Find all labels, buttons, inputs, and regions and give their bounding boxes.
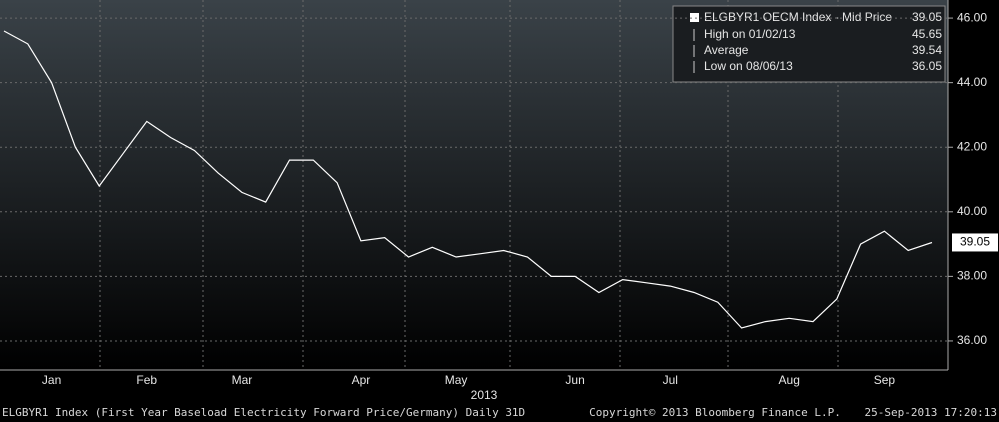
x-tick-label: Apr: [352, 373, 371, 387]
x-tick-label: May: [445, 373, 468, 387]
legend-stat-label: High on 01/02/13: [704, 27, 796, 41]
footer-left: ELGBYR1 Index (First Year Baseload Elect…: [2, 406, 525, 419]
y-tick-label: 44.00: [957, 75, 987, 89]
legend-title: ELGBYR1 OECM Index - Mid Price: [704, 10, 892, 24]
legend-stat-label: Low on 08/06/13: [704, 59, 793, 73]
legend-box: [672, 5, 946, 83]
footer-right: 25-Sep-2013 17:20:13: [865, 406, 997, 419]
legend: ELGBYR1 OECM Index - Mid Price 39.05 Hig…: [672, 5, 946, 83]
footer-center: Copyright© 2013 Bloomberg Finance L.P.: [589, 406, 841, 419]
y-tick-label: 40.00: [957, 204, 987, 218]
x-tick-label: Mar: [232, 373, 253, 387]
x-tick-label: Jul: [663, 373, 678, 387]
x-tick-label: Jan: [42, 373, 61, 387]
legend-stat-label: Average: [704, 43, 749, 57]
y-tick-label: 38.00: [957, 269, 987, 283]
x-tick-label: Sep: [874, 373, 896, 387]
legend-stat-value: 36.05: [912, 59, 942, 73]
legend-last: 39.05: [912, 10, 942, 24]
y-tick-label: 36.00: [957, 333, 987, 347]
last-price-tag: [952, 233, 998, 252]
x-tick-label: Feb: [136, 373, 157, 387]
last-price-label: 39.05: [960, 235, 990, 249]
legend-swatch: [690, 13, 699, 22]
x-tick-label: Aug: [779, 373, 800, 387]
legend-stat-value: 45.65: [912, 27, 942, 41]
year-label: 2013: [471, 388, 498, 402]
y-tick-label: 42.00: [957, 139, 987, 153]
x-tick-label: Jun: [565, 373, 584, 387]
legend-stat-value: 39.54: [912, 43, 942, 57]
price-line: [3, 30, 933, 329]
y-tick-label: 46.00: [957, 10, 987, 24]
